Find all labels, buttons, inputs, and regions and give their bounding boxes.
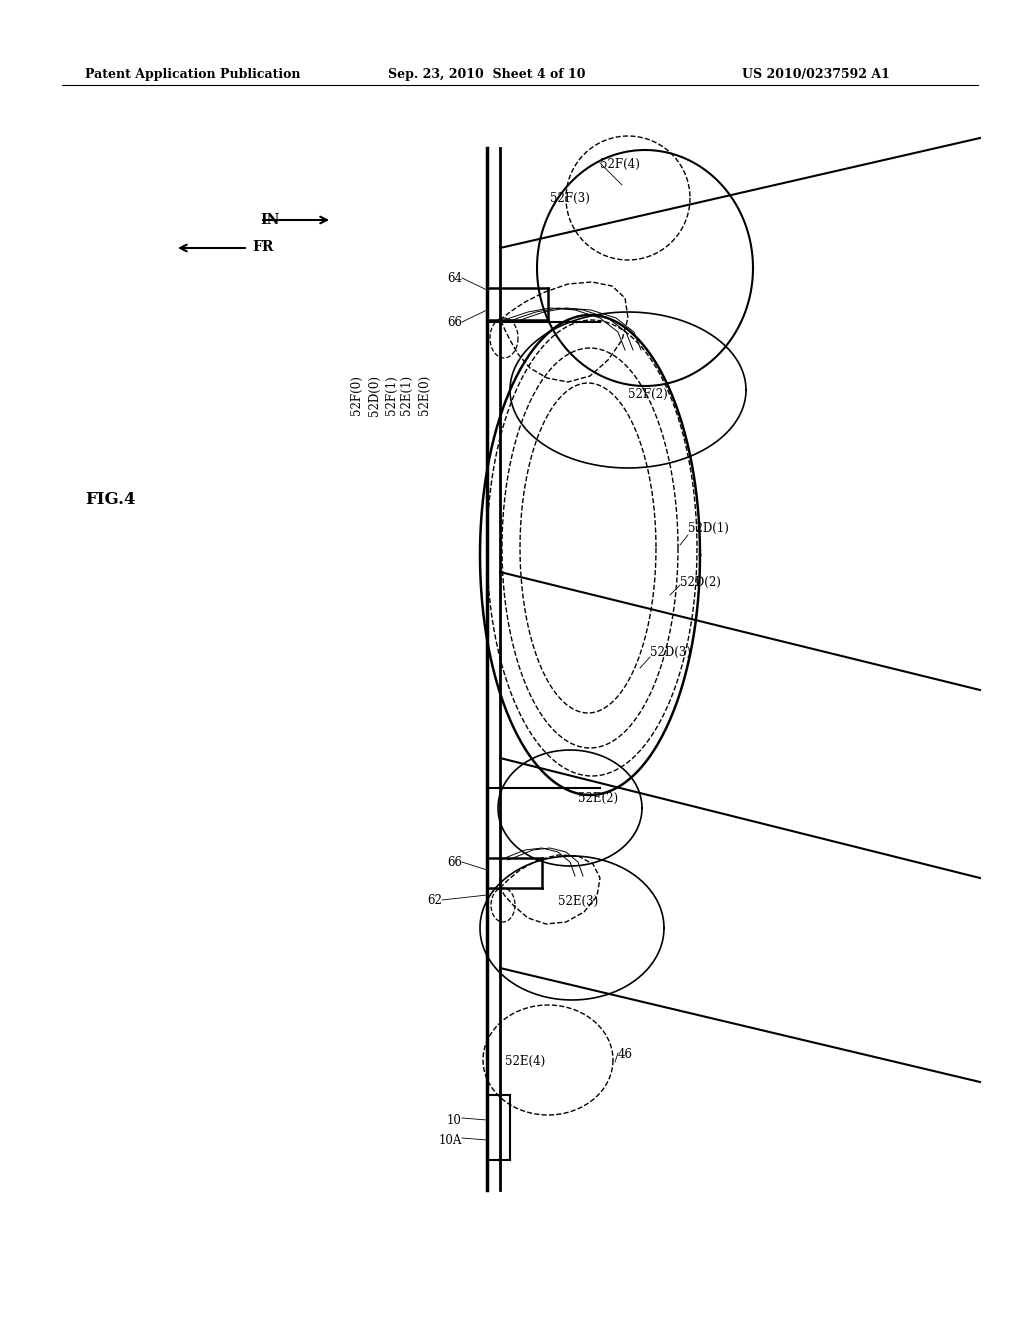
Text: 10: 10 <box>447 1114 462 1126</box>
Text: 52E(1): 52E(1) <box>400 375 413 414</box>
Text: 52D(0): 52D(0) <box>368 375 381 416</box>
Text: 64: 64 <box>447 272 462 285</box>
Text: 66: 66 <box>447 855 462 869</box>
Text: 66: 66 <box>447 315 462 329</box>
Text: 52D(2): 52D(2) <box>680 576 721 589</box>
Text: 52F(0): 52F(0) <box>350 375 362 414</box>
Text: 52F(3): 52F(3) <box>550 191 590 205</box>
Text: IN: IN <box>260 213 280 227</box>
Text: FR: FR <box>252 240 273 253</box>
Text: 46: 46 <box>618 1048 633 1061</box>
Text: US 2010/0237592 A1: US 2010/0237592 A1 <box>742 69 890 81</box>
Text: 52F(4): 52F(4) <box>600 158 640 172</box>
Text: 52E(4): 52E(4) <box>505 1055 545 1068</box>
Text: Sep. 23, 2010  Sheet 4 of 10: Sep. 23, 2010 Sheet 4 of 10 <box>388 69 586 81</box>
Text: 52F(2): 52F(2) <box>628 388 668 401</box>
Text: FIG.4: FIG.4 <box>85 491 135 508</box>
Text: 52E(0): 52E(0) <box>418 375 431 414</box>
Text: 10A: 10A <box>438 1134 462 1147</box>
Text: 62: 62 <box>427 894 442 907</box>
Text: 52D(3): 52D(3) <box>650 645 691 659</box>
Text: 52F(1): 52F(1) <box>385 375 398 414</box>
Text: 52E(3): 52E(3) <box>558 895 598 908</box>
Text: 52D(1): 52D(1) <box>688 521 729 535</box>
Text: Patent Application Publication: Patent Application Publication <box>85 69 300 81</box>
Text: 52E(2): 52E(2) <box>578 792 618 805</box>
